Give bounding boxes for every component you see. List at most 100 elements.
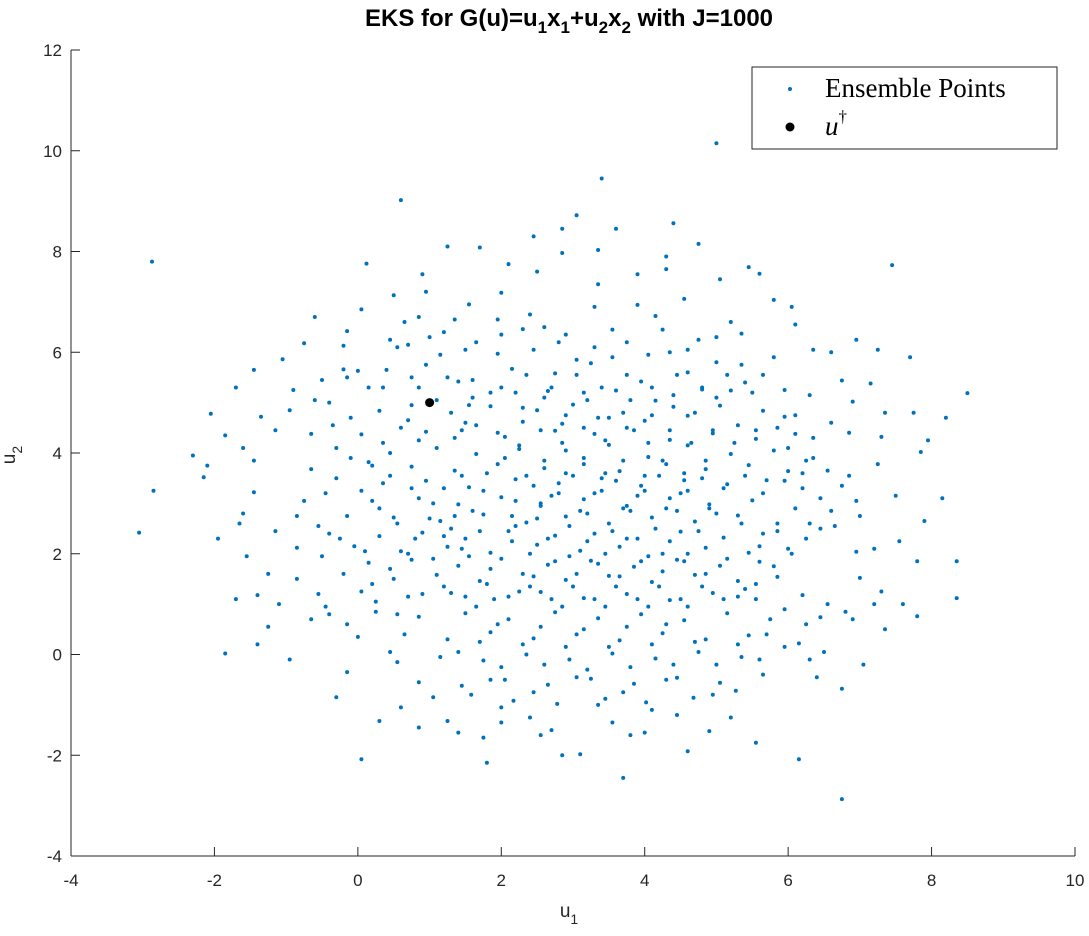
ensemble-point xyxy=(614,584,618,589)
ensemble-point xyxy=(470,508,475,513)
ensemble-point xyxy=(642,488,647,493)
ensemble-point xyxy=(481,488,486,493)
ensemble-point xyxy=(685,443,690,448)
ensemble-point xyxy=(341,343,346,348)
ensemble-point xyxy=(528,584,532,589)
ensemble-point xyxy=(459,546,464,551)
ensemble-point xyxy=(223,433,228,438)
ensemble-point xyxy=(707,506,712,511)
ensemble-point xyxy=(402,320,407,324)
ensemble-point xyxy=(628,398,633,403)
ensemble-point xyxy=(660,631,665,636)
ensemble-point xyxy=(520,419,525,424)
ensemble-point xyxy=(918,450,923,454)
ensemble-point xyxy=(563,644,568,649)
ensemble-point xyxy=(735,513,740,518)
ensemble-point xyxy=(718,680,722,685)
ensemble-point xyxy=(581,390,586,395)
ensemble-point xyxy=(829,420,834,425)
ensemble-point xyxy=(703,545,708,550)
ensemble-point xyxy=(664,462,669,467)
ensemble-point xyxy=(223,651,228,656)
ensemble-point xyxy=(560,440,565,445)
ensemble-point xyxy=(205,463,210,468)
y-tick-label: 4 xyxy=(53,444,62,463)
ensemble-point xyxy=(538,733,543,738)
ensemble-point xyxy=(692,410,697,415)
ensemble-point xyxy=(843,609,848,614)
ensemble-point xyxy=(510,514,514,518)
ensemble-point xyxy=(312,398,317,403)
ensemble-point xyxy=(456,502,461,507)
ensemble-point xyxy=(495,430,500,435)
ensemble-point xyxy=(624,503,629,508)
ensemble-point xyxy=(370,463,375,468)
ensemble-point xyxy=(667,437,672,442)
ensemble-point xyxy=(743,587,748,591)
ensemble-point xyxy=(287,657,292,662)
ensemble-point xyxy=(406,594,411,599)
ensemble-point xyxy=(488,677,493,682)
ensemble-point xyxy=(563,332,568,337)
ensemble-point xyxy=(954,559,959,564)
ensemble-point xyxy=(710,591,715,595)
ensemble-point xyxy=(280,357,285,362)
ensemble-point xyxy=(345,514,350,518)
ensemble-point xyxy=(524,520,529,525)
ensemble-point xyxy=(610,529,615,534)
ensemble-point xyxy=(531,347,536,352)
ensemble-point xyxy=(635,272,640,277)
ensemble-point xyxy=(796,757,801,762)
ensemble-point xyxy=(556,491,561,496)
ensemble-point xyxy=(545,562,550,567)
ensemble-point xyxy=(334,476,339,481)
ensemble-point xyxy=(639,559,644,564)
ensemble-point xyxy=(696,529,701,534)
ensemble-point xyxy=(553,371,558,376)
ensemble-point xyxy=(366,385,371,390)
ensemble-point xyxy=(721,535,726,540)
legend-ensemble-marker xyxy=(788,87,792,91)
ensemble-point xyxy=(581,462,586,467)
ensemble-point xyxy=(757,559,762,564)
ensemble-point xyxy=(535,516,540,521)
ensemble-point xyxy=(359,432,364,437)
ensemble-point xyxy=(653,398,658,403)
ensemble-point xyxy=(499,332,504,337)
ensemble-point xyxy=(735,423,740,428)
ensemble-point xyxy=(377,719,382,723)
ensemble-point xyxy=(459,428,464,433)
ensemble-point xyxy=(646,604,651,609)
ensemble-point xyxy=(391,293,396,298)
ensemble-point xyxy=(553,559,558,564)
ensemble-point xyxy=(528,715,532,720)
ensemble-point xyxy=(531,636,536,641)
ensemble-point xyxy=(617,638,622,643)
ensemble-point xyxy=(556,340,561,345)
ensemble-point xyxy=(635,536,640,541)
ensemble-point xyxy=(560,604,565,609)
ensemble-point xyxy=(703,637,708,642)
ensemble-point xyxy=(703,467,708,472)
ensemble-point xyxy=(416,680,421,685)
ensemble-point xyxy=(291,388,296,392)
ensemble-point xyxy=(682,296,687,301)
ensemble-point xyxy=(345,622,350,627)
ensemble-point xyxy=(857,575,862,580)
ensemble-point xyxy=(452,514,457,518)
ensemble-point xyxy=(441,486,446,491)
ensemble-point xyxy=(585,398,590,403)
ensemble-point xyxy=(499,290,504,295)
ensemble-point xyxy=(499,705,504,710)
ensemble-point xyxy=(323,604,328,609)
ensemble-point xyxy=(839,483,844,488)
ensemble-point xyxy=(592,491,597,496)
ensemble-point xyxy=(599,476,604,481)
ensemble-point xyxy=(477,579,482,583)
ensemble-point xyxy=(703,571,708,576)
ensemble-point xyxy=(714,395,719,400)
ensemble-point xyxy=(621,690,626,695)
ensemble-point xyxy=(574,571,579,576)
ensemble-point xyxy=(793,506,798,511)
